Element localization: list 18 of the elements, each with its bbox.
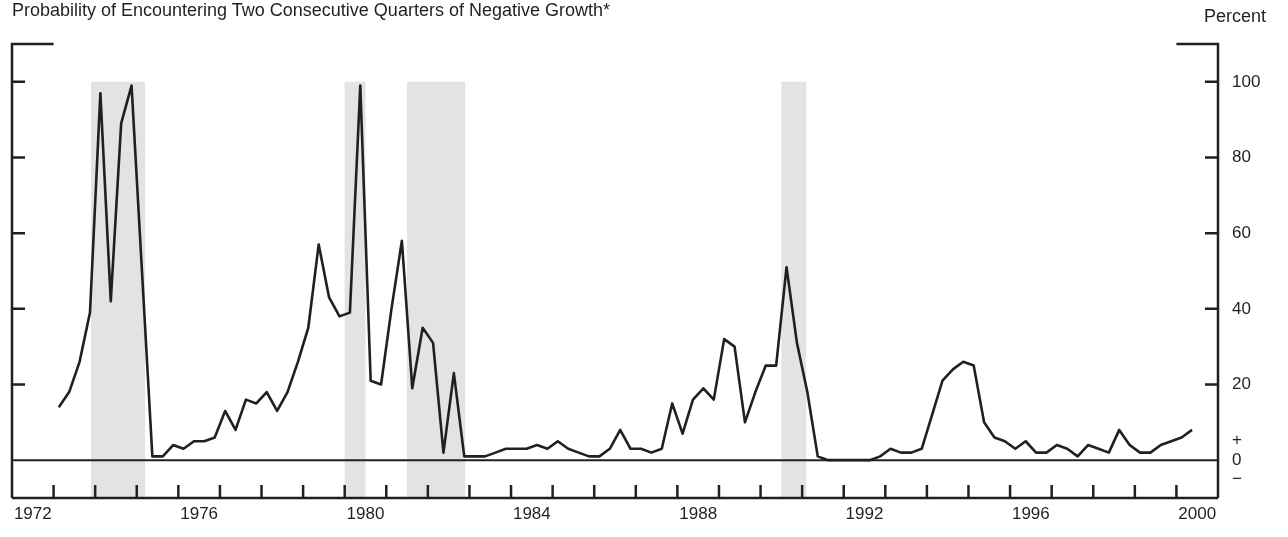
x-tick-label: 1980 <box>346 503 385 523</box>
y-tick-label: 20 <box>1232 374 1251 394</box>
x-tick-label: 1972 <box>13 503 52 523</box>
x-tick-label: 1988 <box>679 503 718 523</box>
y-tick-label: 100 <box>1232 71 1261 91</box>
text: − <box>1232 468 1242 488</box>
x-tick-label: 1992 <box>845 503 884 523</box>
x-tick-label: 2000 <box>1178 503 1217 523</box>
x-tick-label: 1996 <box>1011 503 1050 523</box>
x-tick-label: 1976 <box>180 503 219 523</box>
y-tick-label: 40 <box>1232 298 1251 318</box>
chart-title: Probability of Encountering Two Consecutive Quarters of Negative Growth* <box>12 0 610 21</box>
y-tick-label: 80 <box>1232 147 1251 167</box>
y-axis-title: Percent <box>1203 6 1266 27</box>
y-tick-label: 60 <box>1232 222 1251 242</box>
text: + <box>1232 429 1242 449</box>
x-tick-label: 1984 <box>512 503 551 523</box>
y-tick-label: 0 <box>1232 449 1242 469</box>
